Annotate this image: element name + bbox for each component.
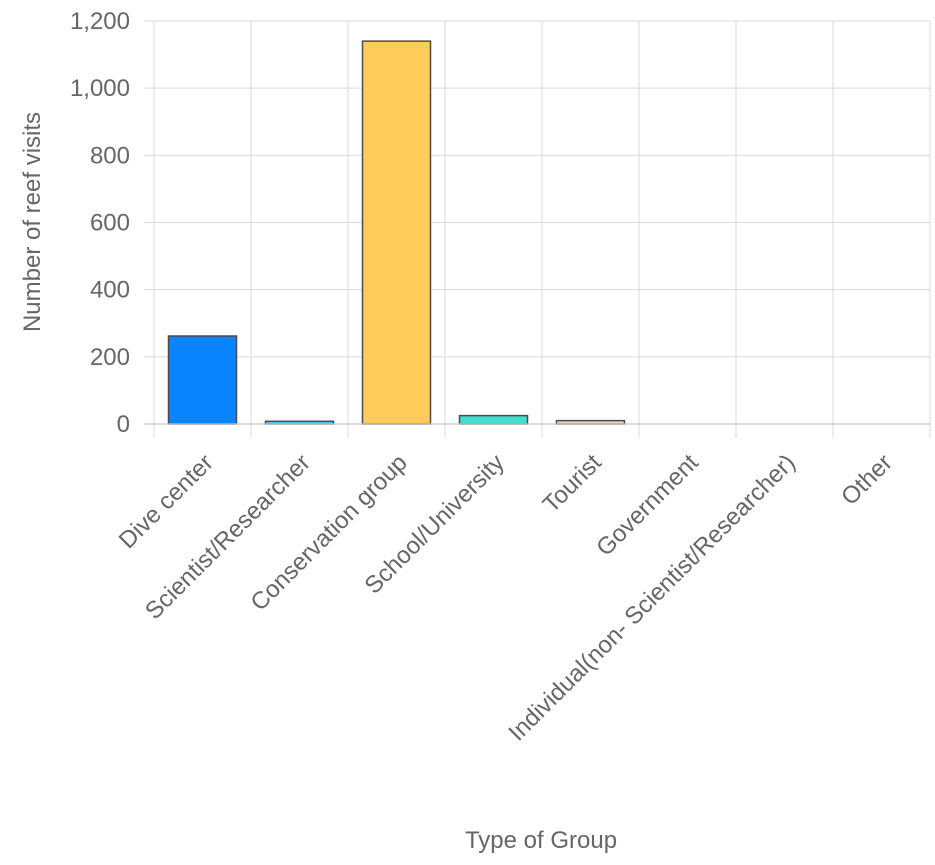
y-tick-label: 400 bbox=[90, 277, 130, 304]
bar-0 bbox=[167, 335, 238, 425]
grid bbox=[144, 20, 931, 438]
bar-2 bbox=[361, 40, 432, 425]
y-tick-label: 0 bbox=[117, 411, 130, 438]
bar-3 bbox=[458, 414, 529, 425]
y-tick-label: 1,200 bbox=[70, 8, 130, 35]
x-tick-label: Scientist/Researcher bbox=[140, 449, 316, 625]
x-axis-title: Type of Group bbox=[465, 827, 617, 854]
x-tick-label: Tourist bbox=[538, 449, 607, 518]
y-tick-label: 800 bbox=[90, 142, 130, 169]
x-tick-label: Other bbox=[836, 449, 898, 511]
y-tick-label: 1,000 bbox=[70, 75, 130, 102]
x-tick-label: Dive center bbox=[114, 449, 219, 554]
y-tick-label: 200 bbox=[90, 344, 130, 371]
y-tick-label: 600 bbox=[90, 210, 130, 237]
bars bbox=[167, 40, 626, 425]
y-axis-title: Number of reef visits bbox=[19, 112, 46, 332]
x-tick-labels: Dive centerScientist/ResearcherConservat… bbox=[114, 449, 898, 747]
y-tick-labels: 0 200 400 600 800 1,000 1,200 bbox=[70, 8, 130, 438]
